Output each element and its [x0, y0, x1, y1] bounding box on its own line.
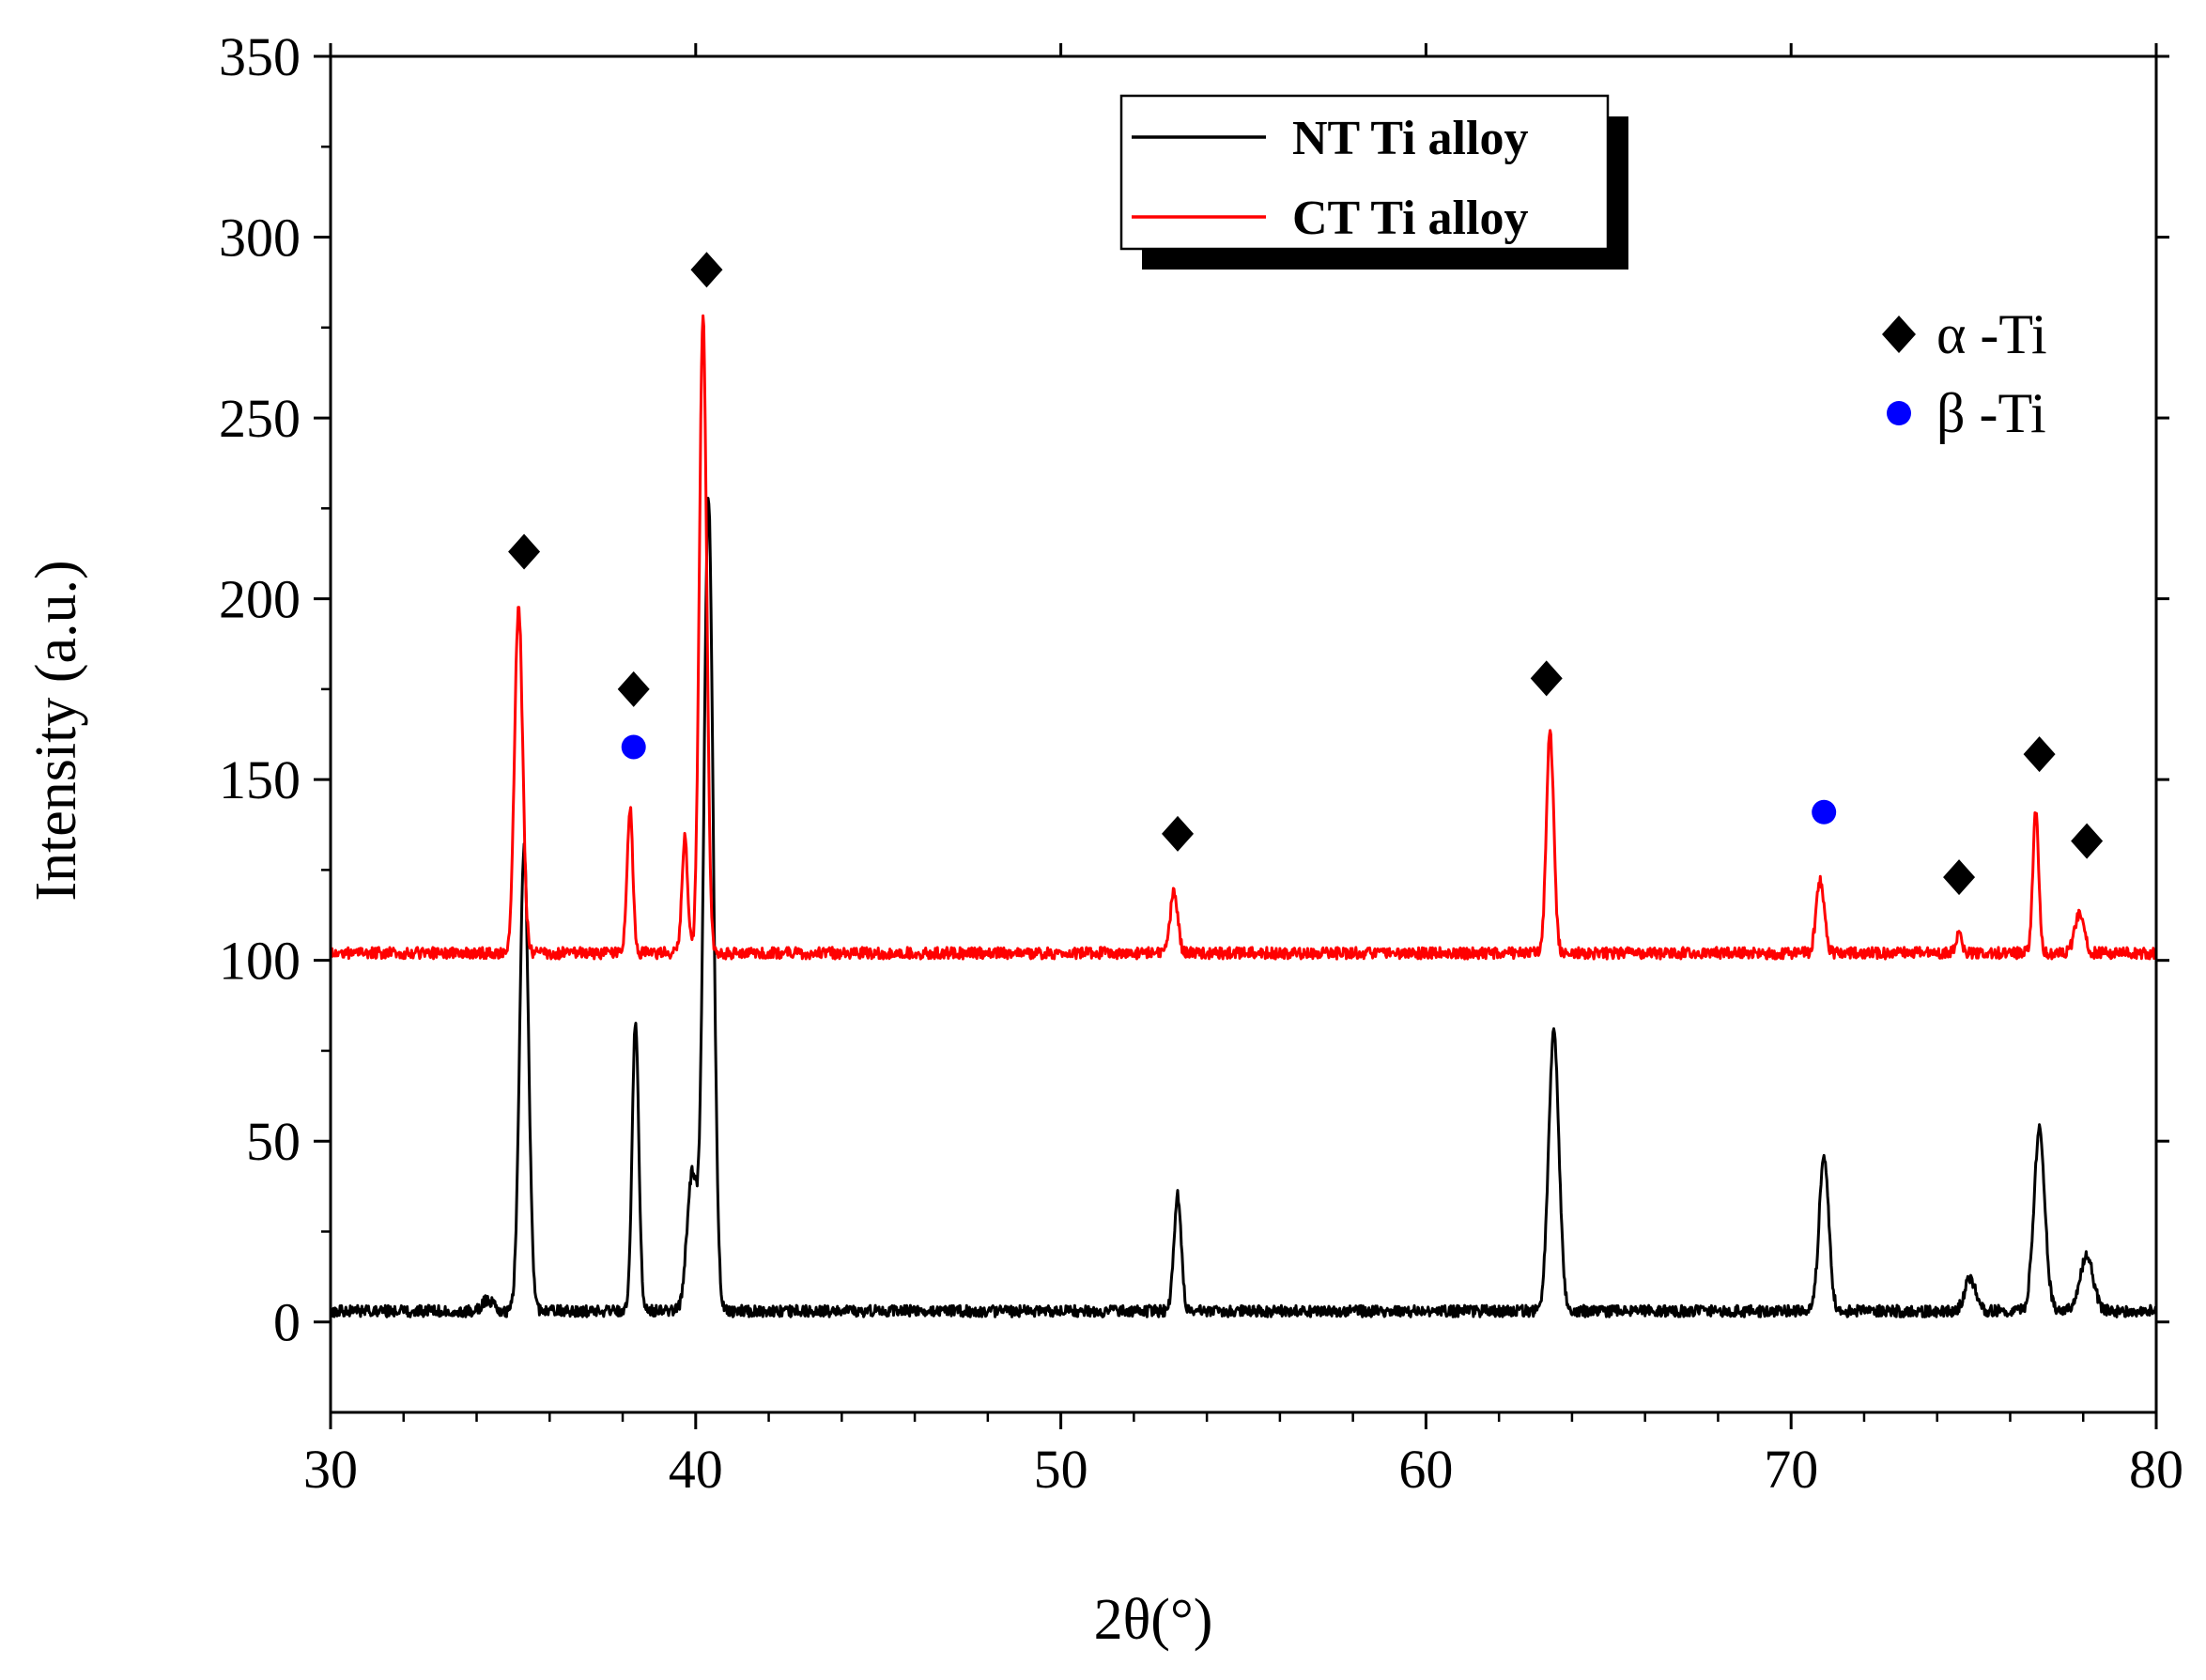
- phase-legend-alpha-diamond-icon: [1882, 316, 1916, 353]
- x-tick-label: 50: [1034, 1439, 1088, 1500]
- y-axis-title: Intensity (a.u.): [24, 560, 88, 901]
- x-tick-label: 80: [2129, 1439, 2183, 1500]
- alpha-ti-diamond-icon: [508, 533, 541, 570]
- x-tick-label: 70: [1764, 1439, 1818, 1500]
- alpha-ti-diamond-icon: [2023, 736, 2056, 773]
- alpha-ti-diamond-icon: [617, 670, 650, 707]
- phase-legend-beta-circle-icon: [1887, 401, 1911, 425]
- x-tick-label: 30: [303, 1439, 358, 1500]
- y-tick-label: 0: [273, 1292, 301, 1353]
- x-axis-title: 2θ(°): [1094, 1588, 1213, 1652]
- beta-ti-circle-icon: [1812, 799, 1837, 825]
- y-tick-label: 300: [219, 208, 301, 269]
- alpha-ti-diamond-icon: [2071, 823, 2104, 859]
- legend-label-nt: NT Ti alloy: [1292, 112, 1528, 165]
- y-tick-label: 200: [219, 569, 301, 630]
- legend-box: [1119, 94, 1610, 251]
- beta-ti-circle-icon: [621, 734, 646, 760]
- x-tick-label: 40: [669, 1439, 723, 1500]
- series-line-ct: [329, 314, 2158, 961]
- series-line-nt: [329, 497, 2158, 1318]
- alpha-ti-diamond-icon: [1162, 815, 1195, 852]
- phase-legend-beta-label: β -Ti: [1936, 382, 2046, 444]
- y-tick-label: 350: [219, 26, 301, 87]
- alpha-ti-diamond-icon: [1943, 859, 1976, 896]
- x-tick-label: 60: [1398, 1439, 1453, 1500]
- legend-label-ct: CT Ti alloy: [1292, 192, 1528, 245]
- alpha-ti-diamond-icon: [690, 252, 723, 288]
- y-tick-label: 150: [219, 749, 301, 810]
- y-tick-label: 50: [246, 1111, 301, 1172]
- plot-frame: [329, 54, 2158, 1414]
- alpha-ti-diamond-icon: [1530, 660, 1563, 697]
- phase-legend-alpha-label: α -Ti: [1936, 303, 2047, 365]
- y-tick-label: 100: [219, 931, 301, 992]
- y-tick-label: 250: [219, 388, 301, 449]
